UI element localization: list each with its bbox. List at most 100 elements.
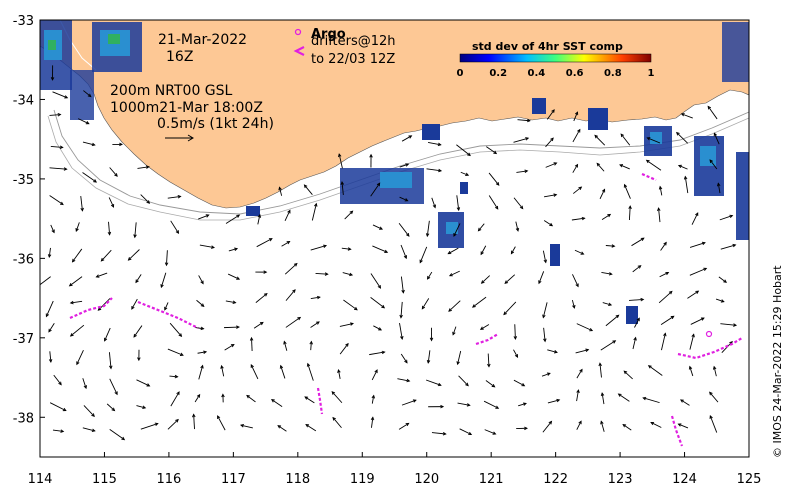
product-label-2: 1000m21-Mar 18:00Z — [110, 100, 263, 116]
current-arrow — [277, 425, 287, 432]
current-arrow — [50, 65, 55, 81]
current-arrow — [169, 322, 183, 338]
current-arrow — [483, 400, 500, 409]
current-arrow — [632, 336, 637, 350]
current-arrow — [488, 172, 500, 186]
current-arrow — [602, 302, 613, 307]
current-arrow — [140, 194, 151, 204]
current-arrow — [131, 298, 138, 310]
current-arrow — [331, 391, 343, 404]
current-arrow — [401, 135, 413, 142]
current-arrow — [50, 145, 64, 150]
drifter-legend-marker — [293, 46, 305, 56]
current-arrow — [370, 273, 382, 289]
current-arrow — [371, 394, 376, 404]
current-arrow — [340, 181, 345, 195]
current-arrow — [547, 398, 561, 404]
current-arrow — [196, 299, 205, 307]
drifters-legend-line2: to 22/03 12Z — [311, 52, 395, 67]
credit-label: © IMOS 24-Mar-2022 15:29 Hobart — [771, 265, 784, 458]
current-arrow — [106, 403, 116, 412]
current-arrow — [605, 314, 620, 327]
current-arrow — [503, 301, 517, 316]
current-arrow — [429, 327, 434, 342]
current-arrow — [76, 349, 84, 366]
current-arrow — [305, 424, 317, 432]
current-arrow — [371, 369, 378, 381]
colorbar-ticks: 0 0.2 0.4 0.6 0.8 1 — [457, 68, 655, 79]
current-arrow — [689, 241, 706, 248]
current-arrow — [480, 275, 491, 284]
current-arrow — [398, 422, 410, 430]
current-arrow — [515, 221, 520, 232]
current-arrow — [109, 378, 118, 396]
current-arrow — [457, 402, 471, 407]
current-arrow — [250, 364, 259, 380]
current-arrow — [107, 221, 112, 236]
current-arrow — [571, 216, 586, 221]
scale-label: 0.5m/s (1kt 24h) — [157, 116, 274, 132]
current-arrow — [400, 353, 408, 364]
current-arrow — [691, 212, 699, 225]
colorbar — [459, 53, 652, 63]
current-arrow — [510, 246, 516, 255]
current-arrow — [601, 272, 613, 276]
current-arrow — [485, 380, 496, 388]
current-arrow — [225, 214, 241, 224]
current-arrow — [239, 424, 253, 429]
current-arrow — [573, 186, 583, 194]
current-arrow — [199, 244, 215, 249]
current-arrow — [689, 267, 708, 276]
current-arrow — [399, 163, 410, 168]
current-arrow — [720, 243, 737, 250]
current-vectors — [40, 65, 738, 441]
current-arrow — [572, 163, 579, 173]
current-arrow — [52, 91, 69, 99]
current-arrow — [217, 415, 226, 431]
colorbar-tick-label: 0 — [457, 68, 464, 79]
current-arrow — [421, 298, 430, 310]
current-arrow — [426, 168, 443, 173]
x-tick-label: 115 — [92, 472, 117, 487]
current-arrow — [164, 302, 169, 311]
current-arrow — [572, 274, 579, 288]
current-arrow — [370, 182, 381, 197]
current-arrow — [605, 244, 616, 248]
x-tick-label: 117 — [221, 472, 246, 487]
current-arrow — [576, 323, 594, 332]
sst-patches — [40, 20, 749, 324]
y-tick-label: -34 — [13, 93, 34, 108]
current-arrow — [82, 172, 98, 183]
current-arrow — [108, 197, 115, 208]
current-arrow — [619, 164, 630, 170]
current-arrow — [642, 396, 660, 404]
current-arrow — [600, 420, 605, 432]
current-arrow — [677, 164, 688, 170]
land-australia — [40, 20, 749, 209]
current-arrow — [83, 90, 92, 98]
current-arrow — [426, 271, 433, 280]
current-arrow — [513, 137, 530, 143]
current-arrow — [370, 416, 375, 428]
current-arrow — [170, 220, 180, 235]
current-arrow — [658, 185, 663, 196]
current-arrow — [634, 317, 640, 328]
current-arrow — [109, 429, 126, 441]
current-arrow — [127, 249, 140, 261]
y-tick-label: -37 — [13, 332, 34, 347]
current-arrow — [255, 270, 268, 274]
current-arrow — [224, 344, 235, 351]
current-arrow — [460, 171, 470, 176]
y-tick-label: -38 — [13, 411, 34, 426]
current-arrow — [112, 142, 123, 147]
current-arrow — [542, 302, 548, 319]
current-arrow — [49, 402, 67, 412]
current-arrow — [167, 195, 182, 199]
current-arrow — [82, 141, 96, 147]
current-arrow — [284, 262, 298, 275]
current-arrow — [477, 223, 485, 232]
current-arrow — [249, 336, 254, 352]
current-arrow — [709, 391, 719, 403]
x-tick-label: 122 — [543, 472, 568, 487]
